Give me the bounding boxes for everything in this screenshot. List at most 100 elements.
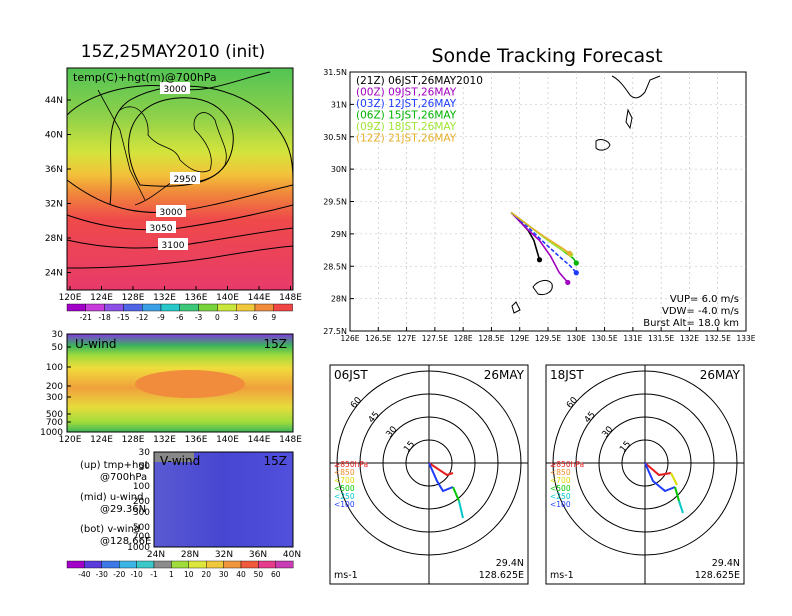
contour-label: 3100 <box>162 241 185 251</box>
pressure-tick-label: 50 <box>139 462 151 472</box>
colorbar-swatch <box>171 560 189 569</box>
colorbar-swatch <box>235 303 256 312</box>
colorbar-swatch <box>141 303 162 312</box>
colorbar-swatch <box>223 560 242 569</box>
colorbar-swatch <box>179 303 199 312</box>
vwind-label: V-wind <box>160 454 200 468</box>
lon-tick-label: 140E <box>216 435 239 445</box>
colorbar-tick-label: -12 <box>136 313 148 322</box>
track-endpoint <box>573 260 579 266</box>
track-series-line <box>510 211 569 283</box>
lon-tick-label: 136E <box>185 435 208 445</box>
lat-tick-label: 28.5N <box>323 262 347 271</box>
level-legend-entry: <500 <box>550 484 571 493</box>
lon-tick-label: 127E <box>397 334 416 343</box>
colorbar-tick-label: 30 <box>219 570 229 579</box>
hodograph-trace <box>644 462 676 493</box>
hodograph-trace <box>670 472 678 486</box>
lat-tick-label: 28N <box>181 550 199 560</box>
lat-tick-label: 24N <box>147 550 165 560</box>
colorbar-tick-label: -9 <box>157 313 165 322</box>
colorbar-tick-label: 10 <box>184 570 194 579</box>
lon-tick-label: 127.5E <box>422 334 448 343</box>
colorbar-swatch <box>66 303 86 312</box>
colorbar-swatch <box>275 560 294 569</box>
colorbar-swatch <box>254 303 274 312</box>
contour-label: 3050 <box>150 224 173 234</box>
contour-line <box>66 245 294 269</box>
legend-up2: @700hPa <box>100 472 147 483</box>
track-legend: (21Z) 06JST,26MAY2010(00Z) 09JST,26MAY(0… <box>356 75 483 145</box>
vwind-panel: V-wind 15Z <box>153 451 294 548</box>
colorbar-tick-label: 1 <box>169 570 174 579</box>
lat-tick-label: 29.5N <box>323 198 347 207</box>
panel-legend: (up) tmp+hgt @700hPa (mid) u-wind @29.36… <box>80 460 151 547</box>
pressure-tick-label: 50 <box>52 343 64 353</box>
pressure-tick-label: 500 <box>46 410 63 420</box>
track-legend-entry: (00Z) 09JST,26MAY <box>356 87 457 99</box>
lat-tick-label: 27.5N <box>323 327 347 336</box>
param-vdw: VDW= -4.0 m/s <box>662 306 739 317</box>
level-legend-entry: <700 <box>334 476 355 485</box>
temp-map: 3000 2950 3000 3050 3100 temp(C)+hgt(m)@… <box>66 67 294 291</box>
pressure-tick-label: 100 <box>133 482 150 492</box>
vwind-fill <box>154 452 293 547</box>
pressure-tick-label: 100 <box>46 363 63 373</box>
lat-tick-label: 31N <box>331 100 347 109</box>
pressure-tick-label: 1000 <box>127 543 150 553</box>
track-legend-entry: (06Z) 15JST,26MAY <box>356 110 457 122</box>
colorbar-tick-label: 0 <box>215 313 220 322</box>
lon-tick-label: 131E <box>623 334 642 343</box>
colorbar-tick-label: 9 <box>271 313 276 322</box>
pressure-tick-label: 1000 <box>40 428 63 438</box>
hodograph-lon: 128.625E <box>695 570 740 581</box>
lat-tick-label: 36N <box>249 550 267 560</box>
track-lat-ticks: 31.5N 31N 30.5N 30N 29.5N 29N 28.5N 28N 27.5N <box>323 68 354 336</box>
colorbar-swatch <box>123 303 143 312</box>
lon-tick-label: 133E <box>736 334 755 343</box>
sonde-params: VUP= 6.0 m/s VDW= -4.0 m/s Burst Alt= 18… <box>643 294 739 329</box>
colorbar-tick-label: 40 <box>236 570 246 579</box>
colorbar-tick-label: -21 <box>80 313 92 322</box>
map-label: temp(C)+hgt(m)@700hPa <box>73 71 217 84</box>
island-outline <box>625 108 633 130</box>
lat-tick-label: 24N <box>45 269 63 279</box>
lat-tick-label: 44N <box>45 96 63 106</box>
lat-tick-label: 40N <box>45 131 63 141</box>
lat-tick-label: 36N <box>45 165 63 175</box>
temp-colorbar: -21 -18 -15 -12 -9 -6 -3 0 3 6 9 <box>66 303 293 322</box>
hodograph-unit: ms-1 <box>334 570 358 581</box>
wind-colorbar: -40 -30 -20 -10 -1 1 10 20 30 40 50 60 <box>66 560 294 579</box>
track-grid <box>350 72 746 331</box>
contour-line <box>66 204 294 231</box>
colorbar-tick-label: -15 <box>117 313 129 322</box>
contour-label: 2950 <box>174 175 197 185</box>
colorbar-tick-label: -18 <box>98 313 110 322</box>
hodograph-date: 26MAY <box>484 368 525 382</box>
colorbar-swatch <box>118 560 137 569</box>
pressure-tick-label: 500 <box>133 523 150 533</box>
lon-tick-label: 126.5E <box>365 334 391 343</box>
hodograph-time: 18JST <box>550 368 584 382</box>
lat-tick-label: 31.5N <box>323 68 347 77</box>
lon-tick-label: 144E <box>248 293 271 303</box>
island-outline <box>595 139 611 151</box>
lat-tick-label: 32N <box>45 200 63 210</box>
hodograph-lat: 29.4N <box>496 558 524 569</box>
hodograph-left: 06JST 26MAY29.4N128.625Ems-115304560≥850h… <box>329 364 529 585</box>
pressure-tick-label: 200 <box>46 382 63 392</box>
level-legend-entry: <250 <box>550 492 571 501</box>
map-lat-ticks: 44N 40N 36N 32N 28N 24N <box>45 96 71 279</box>
left-title: 15Z,25MAY2010 (init) <box>81 42 266 62</box>
hodograph-date: 26MAY <box>700 368 741 382</box>
lon-tick-label: 140E <box>216 293 239 303</box>
pressure-tick-label: 30 <box>52 330 64 340</box>
colorbar-tick-label: -6 <box>176 313 184 322</box>
colorbar-swatch <box>188 560 207 569</box>
pressure-tick-label: 30 <box>139 448 151 458</box>
colorbar-tick-label: -3 <box>195 313 203 322</box>
hodograph-trace <box>644 462 672 477</box>
colorbar-swatch <box>85 303 105 312</box>
